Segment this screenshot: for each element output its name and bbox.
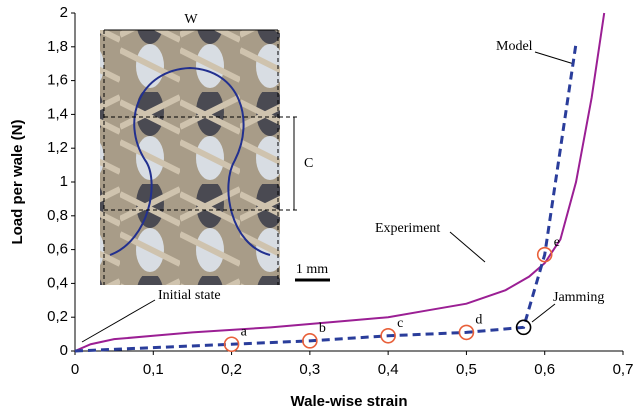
x-tick-label: 0,6 (534, 361, 555, 378)
y-tick-label: 0 (60, 342, 68, 359)
x-tick-label: 0,3 (299, 361, 320, 378)
state-marker (536, 246, 553, 263)
state-label: e (554, 235, 560, 250)
series-annotation: Experiment (375, 221, 440, 236)
arrow (534, 51, 575, 65)
y-tick-label: 0,6 (47, 241, 68, 258)
annotation-arrows (81, 51, 575, 343)
y-tick-label: 1,2 (47, 139, 68, 156)
state-label: c (397, 316, 403, 331)
y-tick-label: 0,8 (47, 207, 68, 224)
annotation: Initial state (158, 288, 221, 303)
model-line (74, 43, 578, 353)
arrow (81, 299, 156, 343)
state-label: d (475, 313, 482, 328)
y-tick-label: 1,8 (47, 38, 68, 55)
x-tick-label: 0,7 (613, 361, 634, 378)
arrow (449, 231, 486, 263)
x-tick-label: 0,2 (221, 361, 242, 378)
state-marker (223, 336, 240, 353)
state-marker (302, 333, 318, 349)
state-marker (380, 327, 396, 344)
jamming-marker (515, 319, 532, 336)
x-tick-label: 0 (71, 361, 79, 378)
x-axis-label: Wale-wise strain (291, 393, 408, 410)
state-label: b (319, 321, 326, 336)
y-tick-label: 0,2 (47, 308, 68, 325)
y-axis-label: Load per wale (N) (9, 119, 26, 244)
inset-outline (109, 66, 271, 256)
inset-label: C (304, 156, 313, 171)
x-tick-label: 0,5 (456, 361, 477, 378)
arrow (531, 303, 556, 323)
inset-photo: W C 1 mm (100, 12, 330, 285)
y-tick-label: 1,4 (47, 105, 68, 122)
inset-label: 1 mm (296, 262, 328, 277)
series-annotation: Model (496, 39, 533, 54)
inset-label: W (184, 12, 198, 27)
x-tick-label: 0,1 (143, 361, 164, 378)
y-tick-label: 1,6 (47, 72, 68, 89)
y-tick-label: 1 (60, 173, 68, 190)
annotation: Jamming (553, 290, 604, 305)
state-label: a (241, 324, 248, 339)
y-tick-label: 0,4 (47, 274, 68, 291)
state-marker (458, 324, 475, 341)
x-tick-label: 0,4 (378, 361, 399, 378)
experiment-line (74, 12, 606, 352)
y-tick-label: 2 (60, 4, 68, 21)
